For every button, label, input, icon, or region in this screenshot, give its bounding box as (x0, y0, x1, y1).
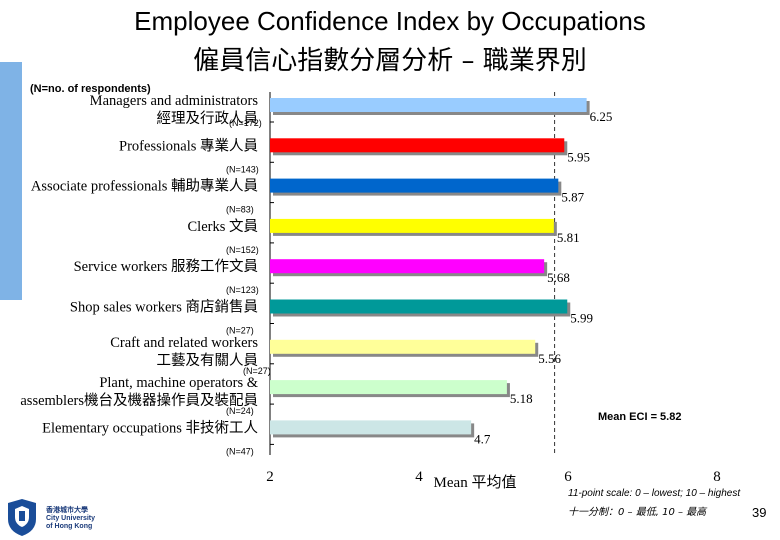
respondent-count: (N=47) (226, 446, 254, 456)
bar (270, 339, 536, 354)
logo-text-zh: 香港城市大學 (46, 507, 88, 514)
x-tick-label: 2 (266, 469, 274, 485)
bar-value-label: 5.18 (510, 391, 533, 406)
category-label: Clerks 文員 (188, 218, 258, 235)
accent-strip (0, 62, 22, 300)
bar-value-label: 5.87 (561, 190, 584, 205)
mean-eci-label: Mean ECI = 5.82 (598, 411, 682, 423)
category-label: Professionals 專業人員 (119, 137, 258, 154)
respondent-count: (N=83) (226, 205, 254, 215)
respondent-count: (N=172) (229, 118, 262, 128)
logo-text-en2: of Hong Kong (46, 523, 93, 530)
category-label: 工藝及有關人員 (157, 352, 259, 369)
scale-note-zh: 十一分制：0 – 最低, 10 – 最高 (568, 507, 707, 518)
respondent-count: (N=27) (226, 326, 254, 336)
x-tick-label: 8 (713, 469, 721, 485)
respondent-count: (N=143) (226, 164, 259, 174)
cityu-logo-icon (8, 499, 36, 536)
x-tick-label: 4 (415, 469, 423, 485)
category-label: Plant, machine operators & (99, 375, 258, 391)
category-label: Shop sales workers 商店銷售員 (70, 299, 258, 316)
bar-value-label: 5.99 (570, 311, 593, 326)
category-label: Elementary occupations 非技術工人 (42, 419, 258, 436)
bar (270, 98, 587, 112)
bar-value-label: 6.25 (590, 109, 613, 124)
chart-subtitle: 僱員信心指數分層分析 – 職業界別 (193, 46, 587, 76)
scale-note-en: 11-point scale: 0 – lowest; 10 – highest (568, 488, 741, 499)
bar-value-label: 5.95 (567, 149, 590, 164)
bar-value-label: 5.68 (547, 270, 570, 285)
x-axis-label: Mean 平均值 (434, 474, 517, 491)
respondent-count: (N=24) (226, 406, 254, 416)
respondent-count: (N=152) (226, 245, 259, 255)
logo-text-en1: City University (46, 515, 96, 522)
category-label: 經理及行政人員 (157, 110, 259, 127)
bar-value-label: 5.56 (538, 351, 561, 366)
bar (270, 259, 545, 274)
category-label: Craft and related workers (110, 335, 258, 351)
category-label: Managers and administrators (90, 93, 259, 109)
bar-value-label: 4.7 (474, 431, 491, 446)
bar (270, 420, 472, 435)
x-tick-label: 6 (564, 469, 572, 485)
respondent-count: (N=27) (243, 366, 271, 376)
bar (270, 218, 554, 233)
category-label: Associate professionals 輔助專業人員 (31, 178, 258, 195)
chart-title: Employee Confidence Index by Occupations (134, 6, 646, 36)
respondents-note: (N=no. of respondents) (30, 83, 151, 95)
category-label: Service workers 服務工作文員 (74, 258, 258, 275)
bar (270, 138, 565, 153)
bar (270, 380, 507, 395)
respondent-count: (N=123) (226, 285, 259, 295)
bar (270, 178, 559, 193)
bar-value-label: 5.81 (557, 230, 580, 245)
logo-text: 香港城市大學 City University of Hong Kong (46, 507, 95, 531)
bar (270, 299, 568, 314)
category-label: assemblers機台及機器操作員及裝配員 (20, 392, 258, 409)
page-number: 39 (752, 505, 767, 520)
